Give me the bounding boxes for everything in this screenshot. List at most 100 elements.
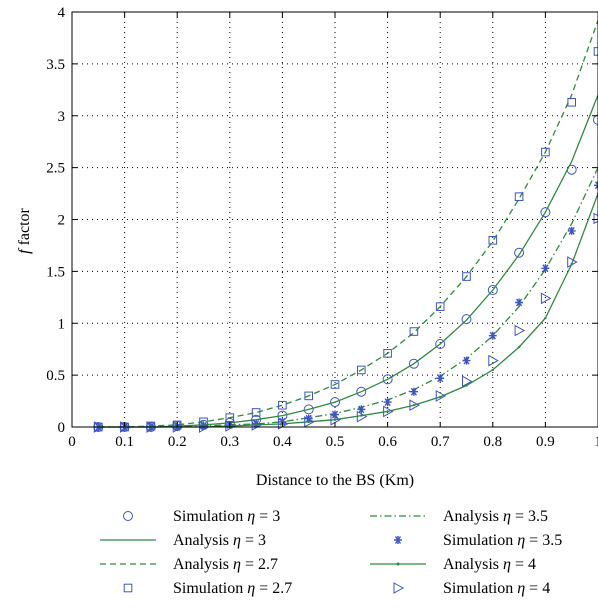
series-2 bbox=[98, 20, 598, 428]
series-marker bbox=[462, 272, 471, 281]
legend-entry: Simulation η = 2.7 bbox=[123, 580, 292, 597]
legend-entry: Simulation η = 4 bbox=[393, 580, 550, 597]
series-marker bbox=[383, 398, 392, 407]
series-marker bbox=[409, 327, 419, 336]
series-marker bbox=[594, 181, 598, 190]
legend-entry: Analysis η = 3.5 bbox=[370, 508, 548, 525]
series-marker bbox=[331, 410, 339, 419]
series-3 bbox=[94, 47, 598, 432]
series-marker bbox=[488, 235, 498, 245]
y-tick-label: 0 bbox=[58, 420, 66, 436]
legend-label: Analysis η = 3.5 bbox=[443, 508, 548, 525]
series-marker bbox=[541, 147, 550, 157]
series-marker bbox=[593, 47, 598, 56]
x-tick-label: 1 bbox=[594, 434, 598, 450]
series-marker bbox=[488, 354, 499, 367]
series-point bbox=[254, 423, 258, 427]
series-marker bbox=[408, 358, 419, 369]
y-tick-label: 2.5 bbox=[46, 161, 65, 177]
series-marker bbox=[541, 264, 550, 273]
series-point bbox=[386, 410, 389, 413]
series-marker bbox=[409, 399, 420, 412]
series-marker bbox=[462, 356, 471, 365]
series-0 bbox=[93, 114, 598, 432]
legend-label: Simulation η = 2.7 bbox=[173, 580, 292, 597]
series-marker bbox=[514, 192, 524, 201]
x-tick-label: 0.3 bbox=[220, 434, 239, 450]
series-marker bbox=[435, 339, 446, 349]
legend-label: Simulation η = 3.5 bbox=[443, 532, 562, 549]
series-point bbox=[333, 418, 337, 421]
legend-label: Simulation η = 3 bbox=[173, 508, 280, 525]
y-tick-label: 3 bbox=[58, 109, 66, 125]
x-tick-label: 0.5 bbox=[326, 434, 345, 450]
y-tick-label: 1 bbox=[58, 316, 66, 332]
series-marker bbox=[356, 386, 367, 397]
series-marker bbox=[515, 298, 524, 307]
y-tick-label: 3.5 bbox=[46, 57, 65, 73]
legend-entry: Simulation η = 3.5 bbox=[394, 532, 562, 549]
x-tick-label: 0 bbox=[68, 434, 76, 450]
legend-marker bbox=[393, 582, 405, 594]
series-marker bbox=[540, 292, 552, 305]
plot-frame bbox=[71, 11, 598, 428]
series-point bbox=[491, 368, 494, 372]
series-marker bbox=[514, 247, 525, 258]
series-marker bbox=[304, 391, 313, 401]
series-marker bbox=[383, 405, 394, 418]
legend: Simulation η = 3 Analysis η = 3.5 Analysis… bbox=[100, 508, 562, 597]
x-tick-label: 0.6 bbox=[378, 434, 397, 450]
series-point bbox=[307, 420, 310, 424]
legend-entry: Analysis η = 4 bbox=[370, 556, 536, 573]
legend-label: Analysis η = 3 bbox=[173, 532, 266, 549]
series-marker bbox=[461, 314, 472, 325]
legend-point bbox=[396, 562, 400, 566]
series-7 bbox=[93, 212, 598, 433]
series-line bbox=[98, 193, 598, 428]
series-marker bbox=[540, 207, 551, 218]
series-marker bbox=[356, 410, 368, 423]
axes-layer bbox=[71, 11, 598, 428]
y-tick-label: 0.5 bbox=[46, 368, 65, 384]
x-tick-label: 0.4 bbox=[273, 434, 292, 450]
series-marker bbox=[303, 404, 314, 415]
legend-entry: Simulation η = 3 bbox=[123, 508, 280, 525]
legend-entry: Analysis η = 2.7 bbox=[100, 556, 278, 573]
series-marker bbox=[330, 380, 340, 389]
x-tick-label: 0.8 bbox=[483, 434, 502, 450]
series-marker bbox=[251, 408, 261, 417]
series-marker bbox=[357, 405, 366, 414]
series-marker bbox=[514, 324, 526, 337]
series-line bbox=[98, 167, 598, 428]
series-marker bbox=[304, 415, 315, 428]
series-marker bbox=[436, 374, 445, 383]
series-marker bbox=[330, 397, 340, 408]
x-tick-label: 0.9 bbox=[536, 434, 555, 450]
grid-layer bbox=[72, 12, 598, 427]
x-axis-label: Distance to the BS (Km) bbox=[256, 472, 414, 489]
series-marker bbox=[487, 285, 498, 296]
legend-label: Analysis η = 4 bbox=[443, 556, 536, 573]
y-tick-label: 4 bbox=[58, 5, 66, 21]
series-line bbox=[98, 20, 598, 428]
series-point bbox=[360, 414, 363, 417]
series-5 bbox=[94, 181, 598, 431]
y-axis-label-italic: f bbox=[16, 247, 33, 254]
legend-label: Simulation η = 4 bbox=[443, 580, 550, 597]
legend-entry: Analysis η = 3 bbox=[100, 532, 266, 549]
series-4 bbox=[98, 167, 598, 428]
series-point bbox=[439, 395, 442, 399]
y-tick-label: 1.5 bbox=[46, 264, 65, 280]
series-marker bbox=[278, 417, 287, 426]
y-axis-label-rest: factor bbox=[16, 207, 33, 249]
series-marker bbox=[593, 114, 598, 125]
x-tick-label: 0.7 bbox=[431, 434, 450, 450]
y-tick-label: 2 bbox=[58, 213, 66, 229]
series-marker bbox=[357, 365, 366, 375]
series-line bbox=[98, 94, 598, 428]
series-point bbox=[517, 345, 521, 349]
series-marker bbox=[383, 349, 392, 358]
series-layer bbox=[93, 20, 598, 433]
series-6 bbox=[97, 192, 598, 429]
